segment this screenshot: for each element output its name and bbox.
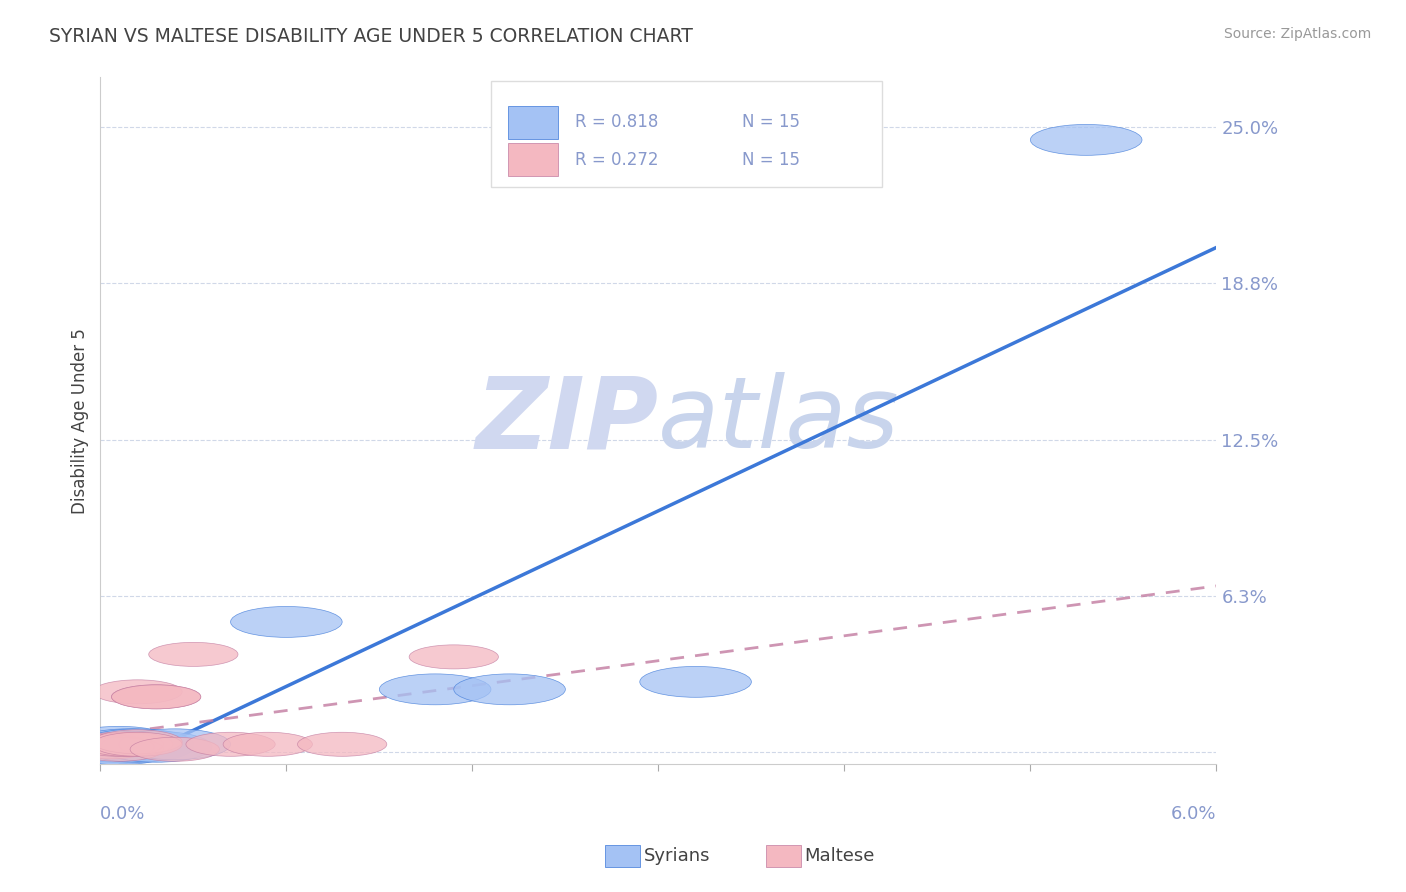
Ellipse shape: [73, 729, 184, 760]
Ellipse shape: [1031, 124, 1142, 155]
Ellipse shape: [63, 726, 174, 757]
Ellipse shape: [131, 738, 219, 761]
Ellipse shape: [93, 730, 183, 754]
Ellipse shape: [82, 731, 194, 763]
Ellipse shape: [75, 732, 163, 756]
Ellipse shape: [53, 734, 166, 764]
Ellipse shape: [224, 732, 312, 756]
Ellipse shape: [93, 732, 183, 756]
Text: N = 15: N = 15: [742, 151, 800, 169]
Ellipse shape: [380, 673, 491, 705]
FancyBboxPatch shape: [508, 105, 558, 138]
Ellipse shape: [186, 732, 276, 756]
Ellipse shape: [75, 738, 163, 761]
FancyBboxPatch shape: [491, 81, 882, 187]
Text: SYRIAN VS MALTESE DISABILITY AGE UNDER 5 CORRELATION CHART: SYRIAN VS MALTESE DISABILITY AGE UNDER 5…: [49, 27, 693, 45]
Text: Maltese: Maltese: [804, 847, 875, 865]
Ellipse shape: [231, 607, 342, 638]
Ellipse shape: [640, 666, 751, 698]
Ellipse shape: [298, 732, 387, 756]
Y-axis label: Disability Age Under 5: Disability Age Under 5: [72, 328, 89, 514]
Text: 0.0%: 0.0%: [100, 805, 146, 823]
Ellipse shape: [111, 685, 201, 709]
Ellipse shape: [63, 734, 174, 764]
Text: Source: ZipAtlas.com: Source: ZipAtlas.com: [1223, 27, 1371, 41]
Ellipse shape: [63, 731, 174, 763]
Ellipse shape: [53, 731, 166, 763]
Ellipse shape: [83, 732, 173, 756]
Text: ZIP: ZIP: [475, 372, 658, 469]
Ellipse shape: [100, 731, 212, 763]
Ellipse shape: [82, 729, 194, 760]
Text: Syrians: Syrians: [644, 847, 710, 865]
Text: N = 15: N = 15: [742, 113, 800, 131]
Ellipse shape: [454, 673, 565, 705]
Ellipse shape: [65, 735, 155, 759]
Ellipse shape: [93, 680, 183, 704]
Text: atlas: atlas: [658, 372, 900, 469]
FancyBboxPatch shape: [508, 144, 558, 177]
Text: 6.0%: 6.0%: [1171, 805, 1216, 823]
Ellipse shape: [409, 645, 498, 669]
Text: R = 0.818: R = 0.818: [575, 113, 658, 131]
Ellipse shape: [120, 729, 231, 760]
Ellipse shape: [149, 642, 238, 666]
Ellipse shape: [111, 685, 201, 709]
Text: R = 0.272: R = 0.272: [575, 151, 658, 169]
